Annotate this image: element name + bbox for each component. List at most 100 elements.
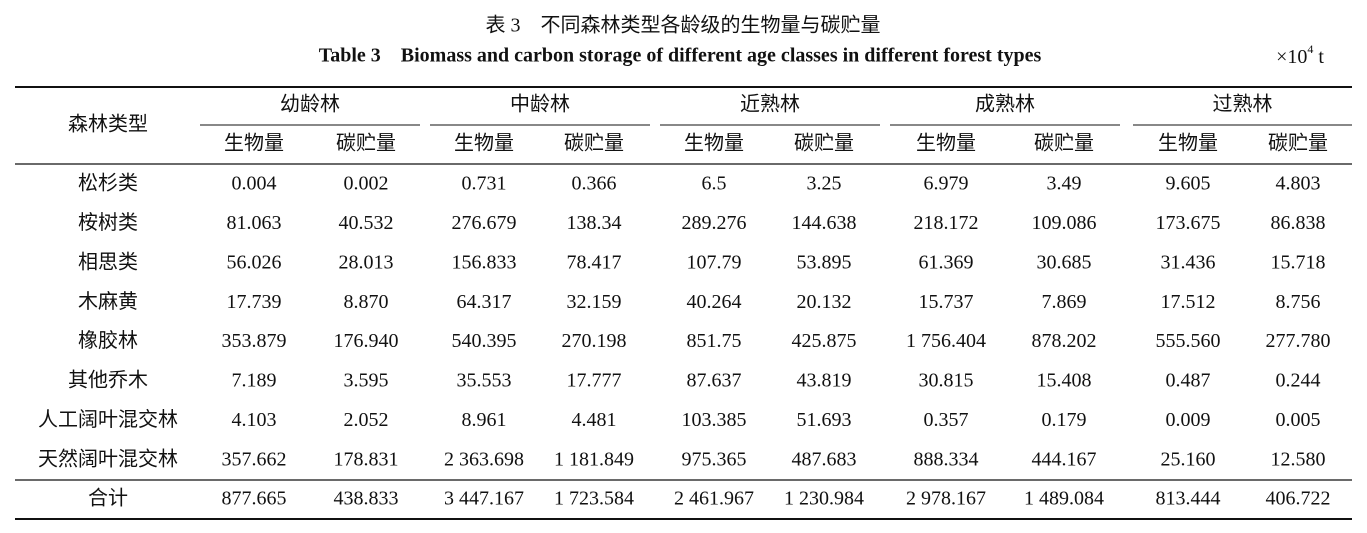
cell: 2 363.698 bbox=[444, 448, 524, 470]
cell: 0.731 bbox=[462, 173, 507, 195]
cell: 4.803 bbox=[1276, 173, 1321, 195]
group-header: 过熟林 bbox=[1213, 93, 1273, 116]
total-cell: 3 447.167 bbox=[444, 488, 524, 510]
total-cell: 2 978.167 bbox=[906, 488, 986, 510]
title: 表 3 不同森林类型各龄级的生物量与碳贮量 bbox=[486, 14, 881, 37]
row-label: 相思类 bbox=[78, 250, 138, 273]
total-cell: 813.444 bbox=[1156, 488, 1221, 510]
total-cell: 1 489.084 bbox=[1024, 488, 1104, 510]
total-label: 合计 bbox=[88, 487, 128, 510]
cell: 1 756.404 bbox=[906, 330, 986, 352]
cell: 103.385 bbox=[682, 409, 747, 431]
cell: 32.159 bbox=[567, 291, 622, 313]
cell: 270.198 bbox=[562, 330, 627, 352]
cell: 12.580 bbox=[1271, 448, 1326, 470]
cell: 6.5 bbox=[702, 173, 727, 195]
cell: 30.685 bbox=[1037, 251, 1092, 273]
unit-prefix: ×10 bbox=[1276, 46, 1307, 68]
cell: 17.777 bbox=[567, 370, 622, 392]
row-label: 其他乔木 bbox=[68, 369, 148, 392]
cell: 0.244 bbox=[1276, 370, 1321, 392]
row-label: 人工阔叶混交林 bbox=[38, 408, 178, 431]
total-cell: 1 230.984 bbox=[784, 488, 864, 510]
row-label: 松杉类 bbox=[78, 172, 138, 195]
cell: 25.160 bbox=[1161, 448, 1216, 470]
cell: 61.369 bbox=[919, 251, 974, 273]
cell: 107.79 bbox=[687, 251, 742, 273]
cell: 4.481 bbox=[572, 409, 617, 431]
row-label: 木麻黄 bbox=[78, 290, 138, 313]
row-label: 橡胶林 bbox=[78, 329, 138, 352]
sub-header: 生物量 bbox=[684, 132, 744, 155]
cell: 86.838 bbox=[1271, 212, 1326, 234]
cell: 975.365 bbox=[682, 448, 747, 470]
cell: 20.132 bbox=[797, 291, 852, 313]
cell: 487.683 bbox=[792, 448, 857, 470]
cell: 176.940 bbox=[334, 330, 399, 352]
cell: 0.487 bbox=[1166, 370, 1211, 392]
cell: 8.961 bbox=[462, 409, 507, 431]
group-header: 幼龄林 bbox=[280, 93, 340, 116]
cell: 53.895 bbox=[797, 251, 852, 273]
cell: 7.869 bbox=[1042, 291, 1087, 313]
sub-header: 碳贮量 bbox=[1268, 132, 1328, 155]
cell: 28.013 bbox=[339, 251, 394, 273]
total-cell: 877.665 bbox=[222, 488, 287, 510]
group-header: 近熟林 bbox=[740, 93, 800, 116]
cell: 555.560 bbox=[1156, 330, 1221, 352]
sub-header: 生物量 bbox=[454, 132, 514, 155]
cell: 0.179 bbox=[1042, 409, 1087, 431]
cell: 40.532 bbox=[339, 212, 394, 234]
cell: 540.395 bbox=[452, 330, 517, 352]
unit-suffix: t bbox=[1313, 46, 1324, 68]
sub-header: 碳贮量 bbox=[1034, 132, 1094, 155]
cell: 6.979 bbox=[924, 173, 969, 195]
unit: ×104 t bbox=[1276, 42, 1324, 68]
unit-exponent: 4 bbox=[1307, 42, 1313, 56]
row-header: 森林类型 bbox=[68, 113, 148, 136]
cell: 4.103 bbox=[232, 409, 277, 431]
cell: 3.49 bbox=[1047, 173, 1082, 195]
cell: 7.189 bbox=[232, 370, 277, 392]
total-cell: 2 461.967 bbox=[674, 488, 754, 510]
group-header: 成熟林 bbox=[975, 93, 1035, 116]
total-cell: 406.722 bbox=[1266, 488, 1331, 510]
cell: 0.366 bbox=[572, 173, 617, 195]
cell: 138.34 bbox=[567, 212, 622, 234]
cell: 17.512 bbox=[1161, 291, 1216, 313]
cell: 15.718 bbox=[1271, 251, 1326, 273]
cell: 276.679 bbox=[452, 212, 517, 234]
cell: 425.875 bbox=[792, 330, 857, 352]
cell: 0.005 bbox=[1276, 409, 1321, 431]
cell: 81.063 bbox=[227, 212, 282, 234]
cell: 35.553 bbox=[457, 370, 512, 392]
total-cell: 438.833 bbox=[334, 488, 399, 510]
group-header: 中龄林 bbox=[510, 93, 570, 116]
cell: 109.086 bbox=[1032, 212, 1097, 234]
cell: 78.417 bbox=[567, 251, 622, 273]
cell: 144.638 bbox=[792, 212, 857, 234]
row-label: 天然阔叶混交林 bbox=[38, 447, 178, 470]
cell: 218.172 bbox=[914, 212, 979, 234]
cell: 31.436 bbox=[1161, 251, 1216, 273]
cell: 878.202 bbox=[1032, 330, 1097, 352]
cell: 444.167 bbox=[1032, 448, 1097, 470]
cell: 8.870 bbox=[344, 291, 389, 313]
cell: 1 181.849 bbox=[554, 448, 634, 470]
cell: 156.833 bbox=[452, 251, 517, 273]
cell: 0.002 bbox=[344, 173, 389, 195]
cell: 40.264 bbox=[687, 291, 742, 313]
row-label: 桉树类 bbox=[78, 211, 138, 234]
cell: 173.675 bbox=[1156, 212, 1221, 234]
sub-header: 碳贮量 bbox=[564, 132, 624, 155]
cell: 43.819 bbox=[797, 370, 852, 392]
cell: 15.408 bbox=[1037, 370, 1092, 392]
cell: 851.75 bbox=[687, 330, 742, 352]
cell: 3.25 bbox=[807, 173, 842, 195]
cell: 3.595 bbox=[344, 370, 389, 392]
sub-header: 生物量 bbox=[1158, 132, 1218, 155]
cell: 87.637 bbox=[687, 370, 742, 392]
cell: 8.756 bbox=[1276, 291, 1321, 313]
cell: 30.815 bbox=[919, 370, 974, 392]
